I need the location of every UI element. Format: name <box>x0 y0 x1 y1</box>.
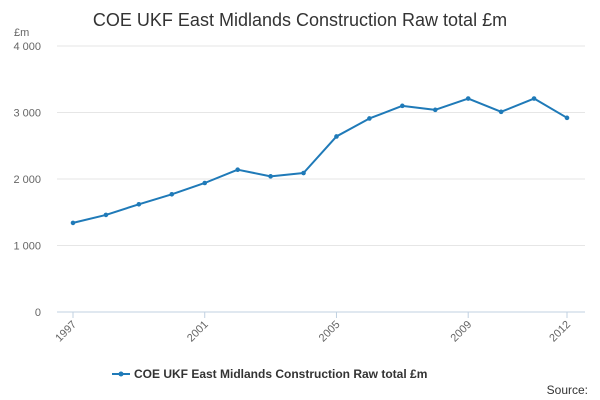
x-tick-label: 2012 <box>547 319 573 345</box>
data-point[interactable] <box>301 170 306 176</box>
legend[interactable]: COE UKF East Midlands Construction Raw t… <box>112 367 427 381</box>
data-point[interactable] <box>136 201 142 207</box>
series-group <box>70 96 570 226</box>
data-point[interactable] <box>432 107 438 113</box>
x-tick-label: 2001 <box>185 319 211 345</box>
data-point[interactable] <box>169 191 175 197</box>
data-point[interactable] <box>235 167 240 172</box>
data-point[interactable] <box>531 96 537 101</box>
y-axis-ticks: 0 1 000 2 000 3 000 4 000 <box>13 41 41 319</box>
data-point[interactable] <box>498 109 504 115</box>
x-tick-label: 2005 <box>317 319 343 345</box>
y-tick-label: 2 000 <box>13 174 41 186</box>
data-point[interactable] <box>202 180 208 186</box>
data-point[interactable] <box>334 134 339 139</box>
data-point[interactable] <box>367 116 372 121</box>
gridlines <box>57 45 585 246</box>
x-tick-label: 2009 <box>449 319 475 345</box>
data-point[interactable] <box>103 212 109 218</box>
series-line <box>72 97 568 224</box>
source-label: Source: <box>547 383 588 397</box>
x-tick-label: 1997 <box>53 319 79 345</box>
data-point[interactable] <box>564 115 570 121</box>
y-tick-label: 4 000 <box>13 41 41 53</box>
data-point[interactable] <box>70 220 76 226</box>
chart-title: COE UKF East Midlands Construction Raw t… <box>93 10 507 30</box>
y-tick-label: 3 000 <box>13 108 41 120</box>
data-point[interactable] <box>268 174 273 179</box>
x-axis-ticks: 1997 2001 2005 2009 2012 <box>53 312 573 344</box>
y-tick-label: 0 <box>35 307 41 319</box>
legend-marker <box>118 371 124 377</box>
y-tick-label: 1 000 <box>13 241 41 253</box>
data-point[interactable] <box>465 96 471 101</box>
y-axis-unit-label: £m <box>14 27 29 39</box>
data-point[interactable] <box>400 103 405 109</box>
legend-label: COE UKF East Midlands Construction Raw t… <box>134 367 427 381</box>
